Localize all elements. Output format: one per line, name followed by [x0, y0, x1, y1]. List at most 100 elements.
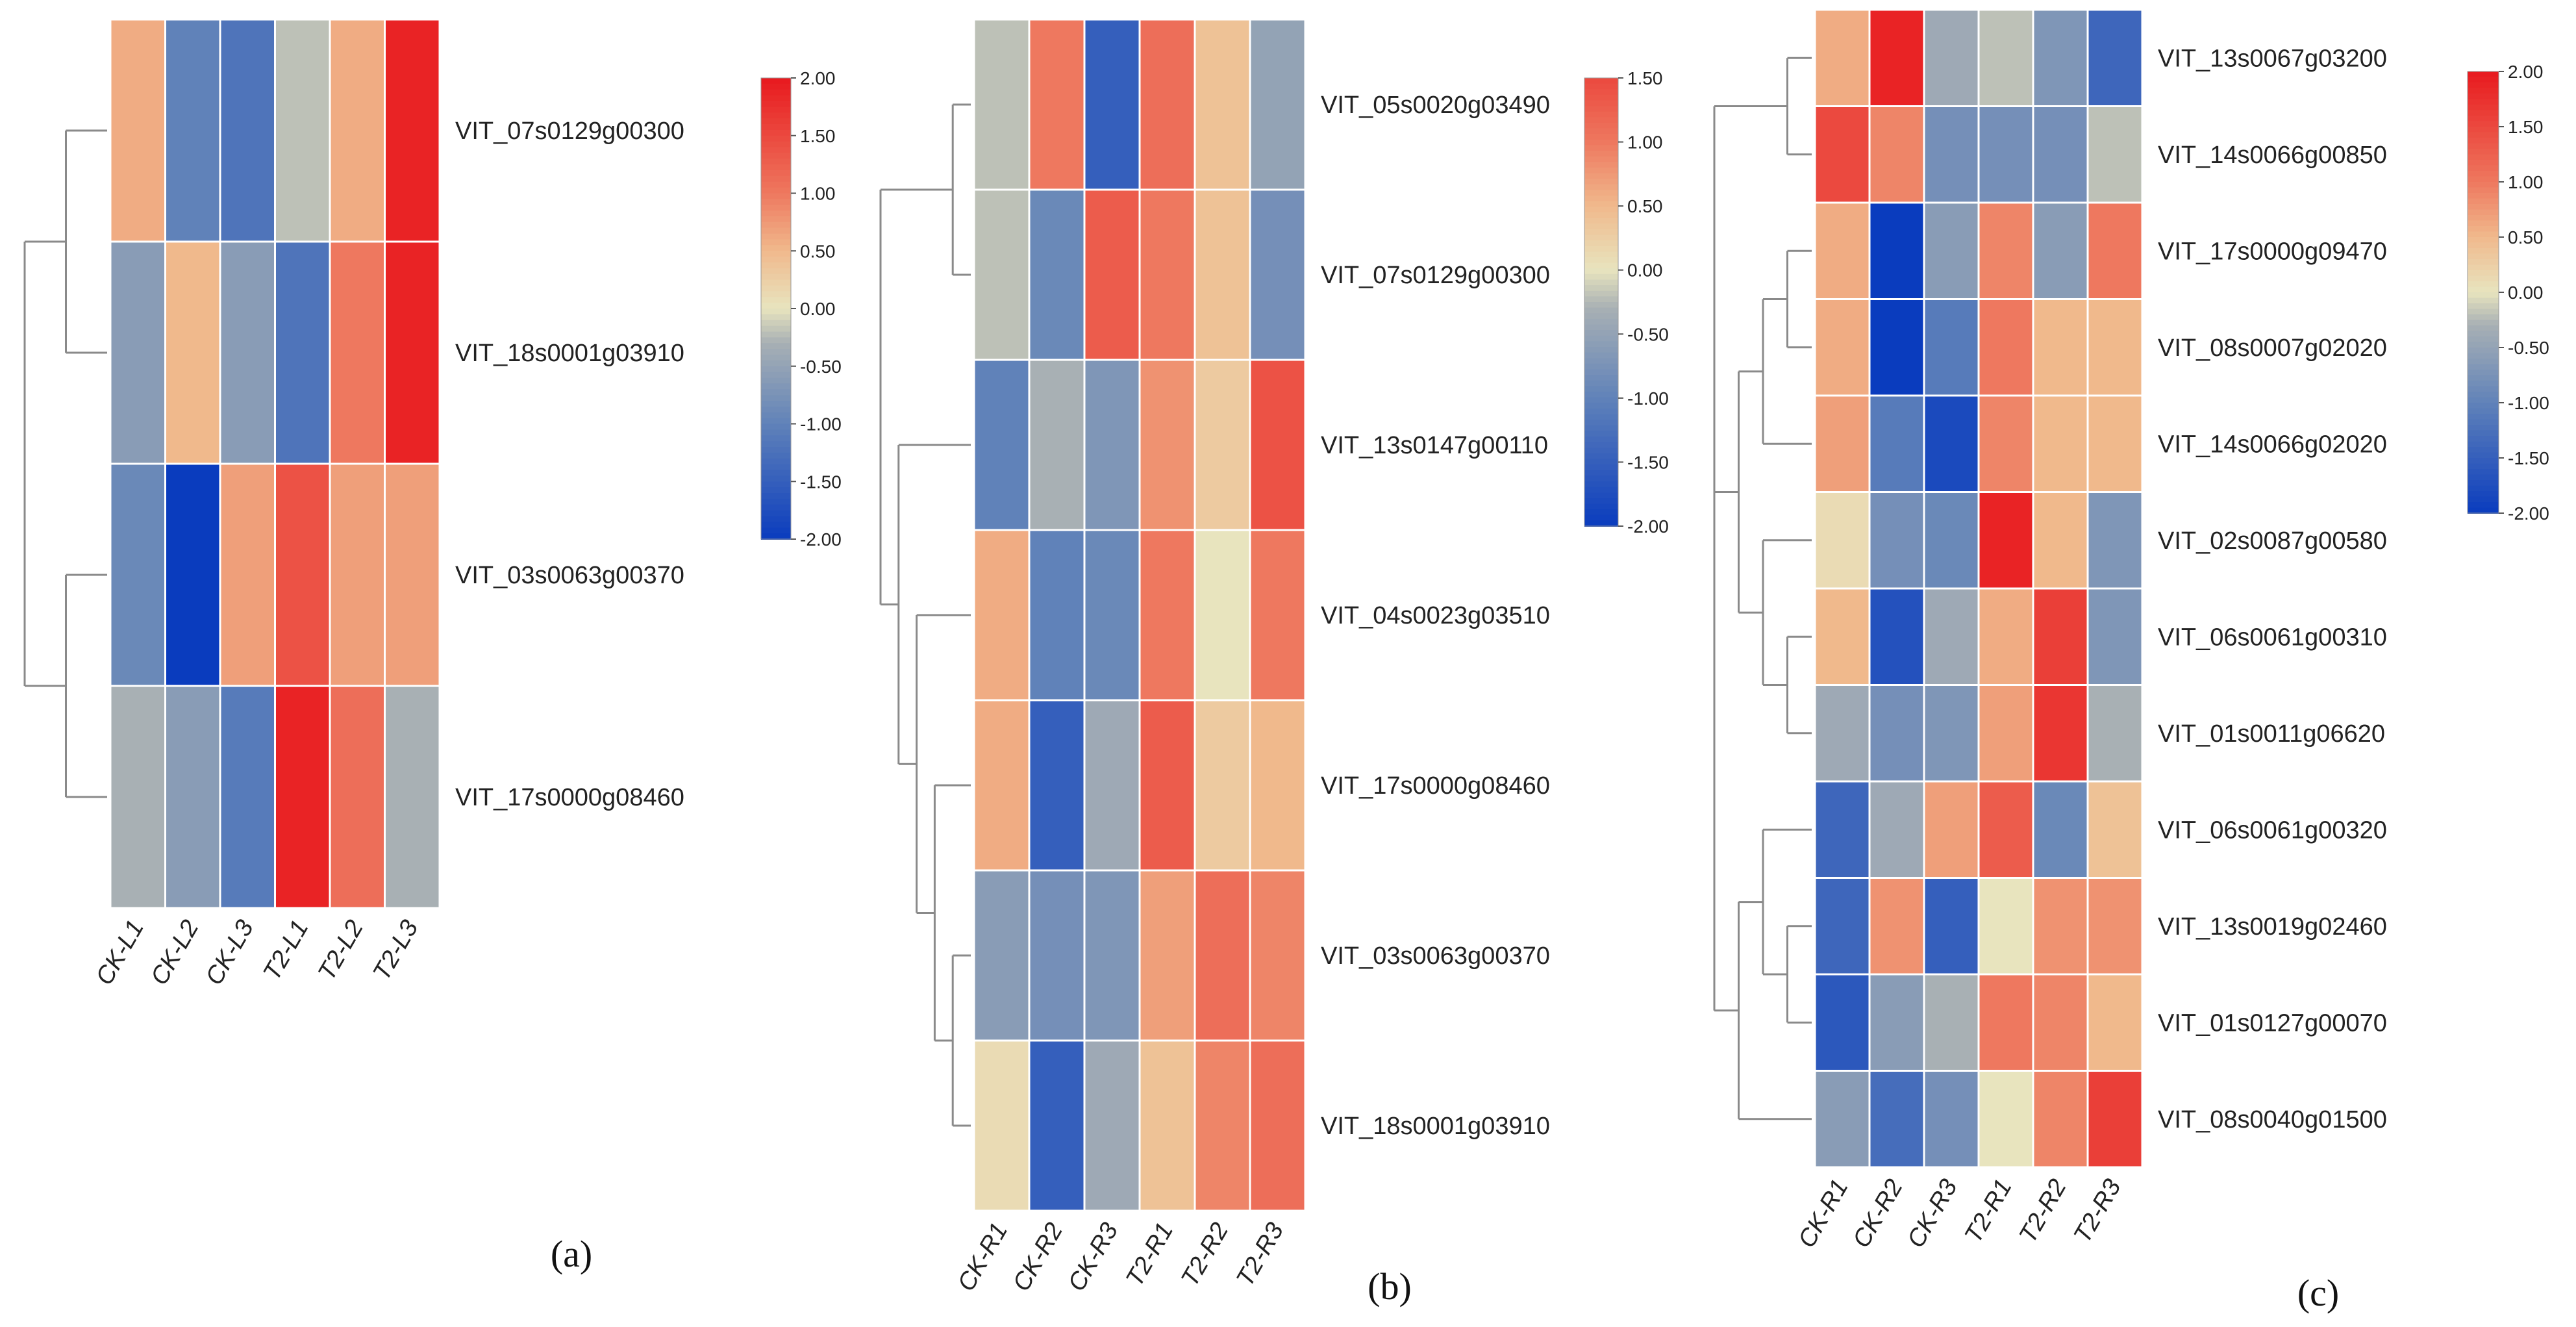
colorbar-segment: [1584, 151, 1618, 157]
colorbar-segment: [2468, 138, 2499, 144]
colorbar-segment: [761, 245, 791, 252]
heatmap-cell: [2032, 105, 2089, 204]
colorbar-tick-label: -1.50: [1627, 452, 1669, 472]
colorbar-tick-label: 0.50: [2508, 227, 2544, 247]
colorbar-segment: [1584, 156, 1618, 163]
colorbar-segment: [2468, 286, 2499, 293]
colorbar-segment: [761, 533, 791, 540]
colorbar-tick-label: -2.00: [2508, 503, 2549, 524]
heatmap-cell: [2032, 8, 2089, 107]
colorbar-segment: [1584, 464, 1618, 471]
heatmap-cell: [1923, 587, 1980, 686]
colorbar-segment: [1584, 347, 1618, 353]
colorbar-segment: [761, 291, 791, 298]
colorbar-segment: [2468, 154, 2499, 160]
colorbar-segment: [761, 458, 791, 465]
colorbar-segment: [1584, 251, 1618, 258]
colorbar-segment: [761, 285, 791, 292]
heatmap-cell: [384, 685, 441, 909]
column-label: T2-R2: [2014, 1175, 2072, 1248]
colorbar-segment: [2468, 242, 2499, 249]
column-label: CK-L3: [201, 916, 259, 990]
colorbar-segment: [1584, 302, 1618, 309]
column-label: CK-R2: [1008, 1219, 1068, 1296]
colorbar-segment: [2468, 331, 2499, 337]
colorbar-segment: [761, 406, 791, 413]
colorbar-tick-label: -0.50: [800, 357, 842, 377]
row-label: VIT_08s0040g01500: [2158, 1106, 2387, 1133]
colorbar-segment: [761, 297, 791, 304]
colorbar-segment: [1584, 420, 1618, 426]
colorbar-segment: [2468, 303, 2499, 310]
colorbar-tick-label: 0.50: [800, 241, 836, 261]
heatmap-cell: [1083, 869, 1141, 1042]
heatmap-cell: [1249, 359, 1307, 531]
heatmap-cell: [109, 685, 166, 909]
colorbar-segment: [1584, 139, 1618, 146]
colorbar-segment: [2468, 253, 2499, 260]
colorbar-segment: [761, 360, 791, 367]
colorbar-segment: [1584, 392, 1618, 398]
colorbar-segment: [1584, 229, 1618, 236]
colorbar-segment: [2468, 160, 2499, 166]
heatmap-cell: [1868, 684, 1925, 783]
heatmap-cell: [2032, 973, 2089, 1072]
heatmap-cell: [1923, 973, 1980, 1072]
colorbar-tick-label: 0.00: [1627, 260, 1663, 281]
row-label: VIT_01s0127g00070: [2158, 1009, 2387, 1037]
colorbar-segment: [1584, 162, 1618, 168]
colorbar-segment: [2468, 176, 2499, 183]
heatmap-cell: [1814, 684, 1871, 783]
row-label: VIT_17s0000g08460: [1321, 772, 1550, 800]
colorbar-segment: [1584, 89, 1618, 95]
heatmap-cell: [973, 1039, 1031, 1212]
colorbar-segment: [761, 216, 791, 223]
colorbar-segment: [2468, 430, 2499, 436]
heatmap-cell: [1868, 973, 1925, 1072]
colorbar-tick-label: -2.00: [1627, 516, 1669, 537]
colorbar-segment: [1584, 290, 1618, 297]
colorbar-segment: [2468, 71, 2499, 78]
colorbar-segment: [1584, 425, 1618, 432]
colorbar-segment: [2468, 458, 2499, 464]
colorbar-tick-label: -1.50: [2508, 448, 2549, 468]
colorbar-segment: [761, 135, 791, 142]
heatmap-cell: [1028, 699, 1086, 872]
colorbar-segment: [2468, 419, 2499, 425]
colorbar-segment: [1584, 173, 1618, 180]
row-label: VIT_06s0061g00320: [2158, 816, 2387, 844]
colorbar-segment: [2468, 270, 2499, 277]
colorbar-segment: [1584, 218, 1618, 225]
row-label: VIT_06s0061g00310: [2158, 624, 2387, 651]
colorbar-segment: [2468, 353, 2499, 359]
colorbar-segment: [2468, 198, 2499, 205]
heatmap-cell: [2086, 1070, 2144, 1169]
row-label: VIT_18s0001g03910: [1321, 1113, 1550, 1140]
colorbar-segment: [1584, 481, 1618, 488]
colorbar-segment: [1584, 380, 1618, 387]
heatmap-cell: [1083, 18, 1141, 191]
colorbar-segment: [761, 452, 791, 459]
heatmap-cell: [1868, 105, 1925, 204]
colorbar-segment: [761, 389, 791, 396]
heatmap-cell: [1814, 877, 1871, 976]
heatmap-cell: [274, 685, 331, 909]
colorbar-tick-label: 2.00: [800, 68, 836, 88]
colorbar-segment: [1584, 83, 1618, 90]
colorbar-segment: [1584, 128, 1618, 135]
colorbar-segment: [1584, 307, 1618, 314]
colorbar-segment: [761, 124, 791, 131]
colorbar-tick-label: -1.00: [2508, 393, 2549, 413]
heatmap-cell: [2032, 587, 2089, 686]
colorbar-segment: [2468, 264, 2499, 271]
colorbar-tick-label: 2.00: [2508, 62, 2544, 82]
heatmap-cell: [1977, 1070, 2034, 1169]
colorbar-segment: [761, 187, 791, 194]
colorbar-segment: [1584, 190, 1618, 197]
colorbar-segment: [761, 279, 791, 286]
colorbar-segment: [2468, 342, 2499, 348]
heatmap-cell: [1868, 780, 1925, 879]
colorbar-segment: [2468, 292, 2499, 299]
heatmap-cell: [1138, 869, 1196, 1042]
colorbar-segment: [1584, 475, 1618, 482]
